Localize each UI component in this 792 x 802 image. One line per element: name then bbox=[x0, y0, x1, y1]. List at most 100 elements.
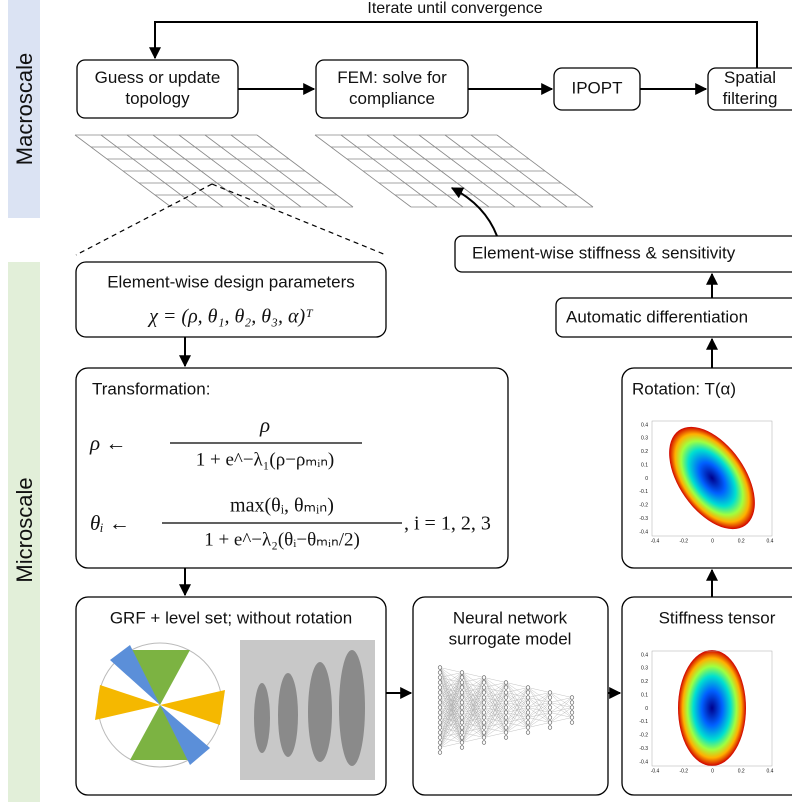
mesh-line bbox=[256, 134, 354, 208]
nn-edge bbox=[461, 697, 485, 743]
nn-edge bbox=[505, 687, 529, 713]
nn-node bbox=[525, 700, 531, 705]
macro-node bbox=[315, 59, 469, 119]
macro-node bbox=[553, 67, 641, 111]
loop-label: Iterate until convergence bbox=[367, 0, 542, 17]
nn-node bbox=[481, 705, 487, 710]
plot-tick-label: 0.2 bbox=[641, 449, 648, 455]
nn-node bbox=[547, 705, 553, 710]
mesh-line bbox=[470, 134, 568, 208]
nn-edge bbox=[439, 712, 463, 748]
nn-node bbox=[459, 675, 465, 680]
nn-edge bbox=[527, 712, 551, 728]
macro-node bbox=[76, 59, 239, 119]
nn-edge bbox=[461, 672, 485, 678]
nn-node bbox=[481, 680, 487, 685]
nn-edge bbox=[483, 732, 507, 738]
zoom-lines bbox=[75, 183, 387, 256]
nn-node bbox=[503, 730, 509, 735]
nn-edge bbox=[439, 732, 463, 748]
nn-node bbox=[481, 720, 487, 725]
nn-edge bbox=[549, 697, 573, 723]
nn-node bbox=[569, 695, 575, 700]
nn-edge bbox=[483, 692, 507, 738]
nn-edge bbox=[461, 677, 485, 743]
cones-illustration bbox=[95, 642, 225, 768]
nn-edge bbox=[439, 672, 463, 748]
nn-node bbox=[547, 690, 553, 695]
plot-tick-label: 0.4 bbox=[641, 422, 648, 428]
mesh-line bbox=[444, 134, 542, 208]
nn-edge bbox=[483, 702, 507, 738]
nn-node bbox=[481, 690, 487, 695]
plot-frame bbox=[651, 650, 773, 767]
nn-node bbox=[437, 695, 443, 700]
label: Rotation: T(α) bbox=[632, 379, 736, 398]
nn-edge bbox=[527, 692, 551, 728]
nn-edge bbox=[461, 687, 485, 743]
label: Transformation: bbox=[92, 379, 210, 398]
nn-edge bbox=[483, 682, 507, 708]
plot-tick-label: 0.4 bbox=[641, 652, 648, 658]
nn-node bbox=[437, 730, 443, 735]
loop-arrow bbox=[149, 21, 758, 83]
mesh-grids bbox=[74, 134, 594, 208]
formula: 1 + e^−λ₂(θᵢ−θₘᵢₙ/2) bbox=[204, 529, 360, 550]
nn-node bbox=[481, 735, 487, 740]
nn-edge bbox=[505, 717, 529, 733]
nn-edge bbox=[483, 682, 507, 698]
node-label: Spatial bbox=[724, 68, 776, 87]
nn-node bbox=[459, 745, 465, 750]
nn-node bbox=[503, 735, 509, 740]
nn-node bbox=[525, 725, 531, 730]
nn-node bbox=[525, 695, 531, 700]
nn-node bbox=[481, 675, 487, 680]
formula: ρ bbox=[259, 413, 270, 437]
nn-edge bbox=[439, 692, 463, 748]
nn-node bbox=[503, 725, 509, 730]
nn-edge bbox=[461, 707, 485, 743]
node-label: Neural network bbox=[453, 608, 568, 627]
nn-edge bbox=[461, 677, 485, 693]
formula: , i = 1, 2, 3 bbox=[404, 513, 491, 535]
mesh-line bbox=[204, 134, 302, 208]
nn-node bbox=[569, 715, 575, 720]
plot-tick-label: -0.2 bbox=[679, 768, 688, 774]
nn-edge bbox=[505, 687, 529, 703]
mesh-line bbox=[100, 134, 198, 208]
nn-node bbox=[437, 740, 443, 745]
nn-edge bbox=[527, 692, 551, 698]
nn-edge bbox=[483, 682, 507, 688]
nn-node bbox=[459, 690, 465, 695]
stiffness-plot bbox=[678, 650, 746, 766]
nn-node bbox=[437, 665, 443, 670]
mesh-line bbox=[314, 134, 412, 208]
nn-edge bbox=[549, 717, 573, 723]
node-label: compliance bbox=[349, 89, 435, 108]
node-label: Guess or update bbox=[95, 68, 221, 87]
plot-tick-label: 0.1 bbox=[641, 462, 648, 468]
mesh-line bbox=[496, 134, 594, 208]
macro-band bbox=[8, 0, 40, 218]
nn-node bbox=[525, 710, 531, 715]
nn-edge bbox=[461, 737, 485, 743]
mesh-line bbox=[152, 134, 250, 208]
mesh-line bbox=[366, 134, 464, 208]
nn-node bbox=[481, 725, 487, 730]
nn-node bbox=[459, 720, 465, 725]
nn-edge bbox=[483, 712, 507, 738]
plot-tick-label: 0.1 bbox=[641, 692, 648, 698]
plot-tick-label: 0.3 bbox=[641, 666, 648, 672]
nn-node bbox=[569, 720, 575, 725]
nn-edge bbox=[439, 742, 463, 748]
node-label: FEM: solve for bbox=[337, 68, 447, 87]
plot-tick-label: -0.4 bbox=[639, 759, 648, 765]
nn-edge bbox=[505, 707, 529, 733]
node-label: IPOPT bbox=[571, 78, 622, 97]
arrow bbox=[450, 187, 498, 237]
mesh-line bbox=[178, 134, 276, 208]
rotated-plot bbox=[669, 426, 755, 530]
nn-edge bbox=[461, 677, 485, 683]
nn-node bbox=[459, 725, 465, 730]
